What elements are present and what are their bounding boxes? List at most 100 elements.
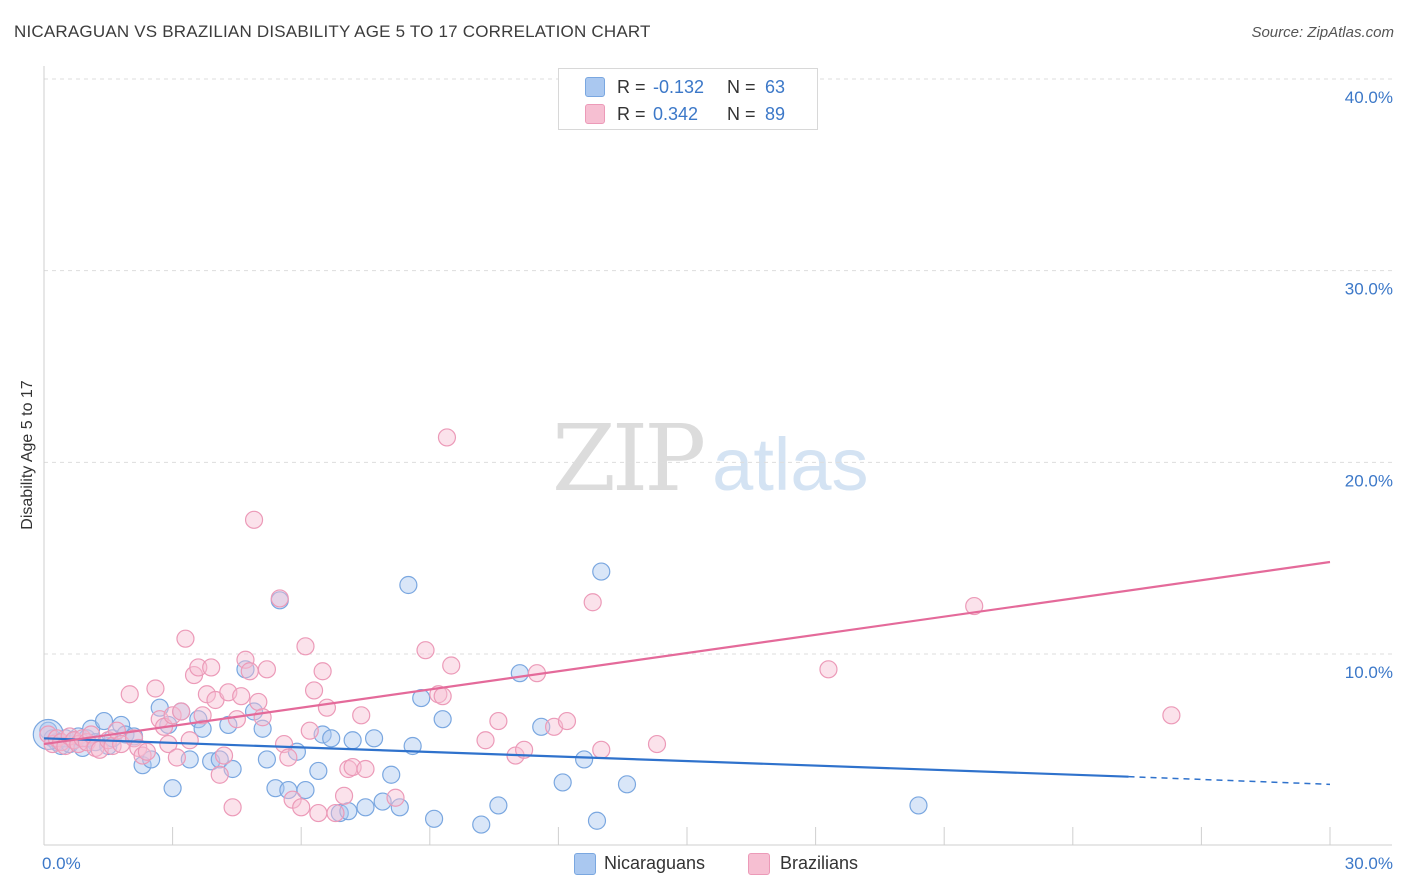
watermark: ZIP atlas	[552, 405, 868, 512]
brazilians-point	[489, 711, 508, 731]
brazilians-point	[352, 706, 371, 725]
brazilians-point	[386, 788, 405, 807]
nicaraguans-point	[356, 798, 375, 817]
brazilians-point	[309, 803, 328, 823]
brazilians-point	[476, 731, 495, 750]
nicaraguans-point	[472, 815, 491, 834]
brazilians-point	[300, 721, 319, 740]
y-tick-label: 20.0%	[1345, 471, 1393, 490]
brazilians-point	[592, 740, 611, 759]
brazilians-point	[189, 658, 208, 677]
series-label-nicaraguans: Nicaraguans	[604, 853, 706, 873]
y-tick-label: 10.0%	[1345, 663, 1393, 682]
legend-r-label: R =	[617, 76, 646, 97]
brazilians-point	[257, 660, 277, 679]
nicaraguans-point	[617, 775, 637, 794]
brazilians-point	[416, 641, 435, 660]
nicaraguans-point	[309, 761, 328, 781]
nicaraguans-point	[296, 780, 315, 800]
nicaraguans-point	[94, 711, 114, 731]
tick-labels: 10.0% 20.0% 30.0% 40.0% 0.0% 30.0%	[42, 88, 1393, 873]
trend-lines	[43, 560, 1331, 786]
source-label: Source: ZipAtlas.com	[1251, 24, 1394, 41]
legend-row-nicaraguans: R = -0.132 N = 63	[617, 76, 785, 98]
series-label-brazilians: Brazilians	[780, 853, 859, 873]
legend-r-value: -0.132	[653, 76, 705, 97]
nicaraguans-point	[532, 717, 551, 736]
brazilians-points	[39, 98, 1181, 823]
chart-title: NICARAGUAN VS BRAZILIAN DISABILITY AGE 5…	[14, 22, 651, 41]
legend-n-label: N =	[727, 76, 756, 97]
brazilians-point	[210, 765, 229, 784]
nicaraguans-point	[399, 575, 418, 595]
brazilians-point	[146, 679, 165, 698]
brazilians-point	[223, 798, 242, 817]
nicaraguans-point	[424, 809, 444, 828]
nicaraguans-point	[364, 729, 384, 748]
brazilians-point	[274, 734, 294, 754]
brazilians-point	[1162, 706, 1181, 725]
brazilians-point	[583, 593, 602, 612]
nicaraguans-point	[587, 811, 607, 830]
nicaraguans-point	[382, 765, 401, 784]
brazilians-point	[244, 510, 264, 529]
brazilians-point	[202, 658, 221, 677]
nicaraguans-point	[909, 796, 928, 815]
series-swatch-nicaraguans	[574, 853, 596, 875]
brazilians-point	[292, 798, 311, 817]
nicaraguans-point	[553, 773, 572, 792]
legend-r-label: R =	[617, 103, 646, 124]
brazilians-point	[232, 687, 251, 706]
nicaraguans-point	[433, 710, 452, 729]
nicaraguans-point	[575, 750, 594, 769]
brazilians-point	[163, 706, 182, 725]
x-tick-label: 30.0%	[1345, 854, 1393, 873]
brazilians-point	[819, 660, 838, 679]
legend-n-value: 89	[765, 103, 786, 124]
brazilians-point	[249, 692, 268, 712]
legend-swatch-brazilians	[585, 104, 605, 124]
brazilians-point	[437, 428, 457, 447]
watermark-zip: ZIP	[552, 405, 706, 512]
nicaraguans-trend-line	[43, 737, 1129, 778]
brazilians-trend-line	[43, 560, 1331, 746]
brazilians-point	[240, 662, 259, 681]
brazilians-point	[180, 731, 199, 750]
nicaraguans-point	[343, 731, 362, 750]
brazilians-point	[965, 596, 984, 616]
brazilians-point	[270, 589, 289, 608]
brazilians-point	[356, 759, 375, 779]
nicaraguans-point	[322, 729, 341, 748]
brazilians-point	[326, 803, 345, 823]
legend-r-value: 0.342	[653, 103, 699, 124]
legend-row-brazilians: R = 0.342 N = 89	[617, 103, 785, 125]
brazilians-point	[647, 734, 667, 754]
watermark-atlas: atlas	[712, 423, 869, 506]
brazilians-point	[304, 681, 324, 700]
brazilians-point	[442, 656, 461, 675]
axes	[43, 66, 1392, 846]
nicaraguans-point	[390, 798, 409, 817]
stats-legend: R = -0.132 N = 63 R = 0.342 N = 89	[558, 68, 818, 130]
series-swatch-brazilians	[748, 853, 770, 875]
grid-lines	[44, 78, 1392, 655]
brazilians-point	[557, 711, 577, 731]
brazilians-point	[167, 748, 186, 767]
brazilians-point	[317, 698, 337, 717]
legend-n-value: 63	[765, 76, 786, 97]
brazilians-point	[433, 687, 452, 706]
nicaraguans-point	[592, 562, 611, 581]
brazilians-point	[193, 706, 212, 725]
brazilians-point	[137, 742, 156, 761]
legend-swatch-nicaraguans	[585, 77, 605, 97]
nicaraguans-point	[489, 796, 508, 815]
legend-n-label: N =	[727, 103, 756, 124]
nicaraguans-points	[32, 562, 928, 834]
brazilians-point	[176, 629, 195, 648]
nicaraguans-trend-extension	[1128, 775, 1331, 786]
nicaraguans-point	[510, 664, 529, 683]
brazilians-point	[214, 746, 234, 765]
brazilians-point	[227, 710, 246, 729]
series-legend: Nicaraguans Brazilians	[0, 853, 1406, 875]
